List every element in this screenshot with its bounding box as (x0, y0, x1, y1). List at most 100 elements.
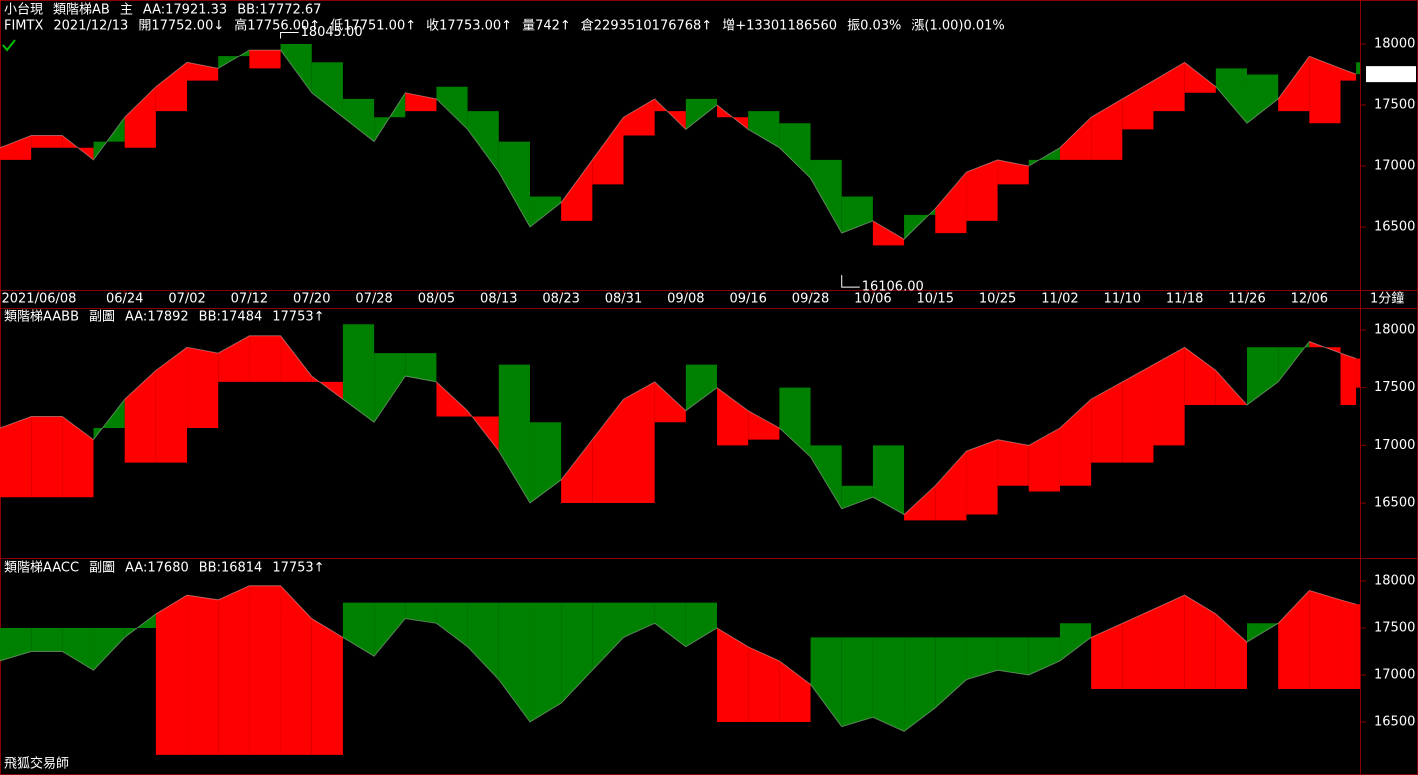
y-tick-label: 17500 (1374, 620, 1415, 635)
ladder-band (436, 381, 468, 417)
ladder-band (280, 43, 312, 93)
ladder-band (623, 381, 655, 504)
ladder-band (1028, 637, 1060, 675)
panel-label: BB:16814 (199, 561, 263, 576)
panel-label: 副圖 (89, 561, 115, 576)
ladder-band (1278, 56, 1310, 112)
ladder-band (592, 399, 624, 504)
ladder-band (904, 485, 936, 521)
panel-label: 副圖 (89, 310, 115, 325)
ladder-band (498, 602, 530, 722)
footer: 飛狐交易師 (4, 756, 69, 772)
ladder-band (1184, 595, 1216, 690)
quote-info: 量742↑ (522, 19, 571, 34)
ladder-band (31, 416, 63, 498)
ladder-band (1340, 599, 1357, 690)
ladder-band (498, 141, 530, 228)
quote-info: 漲(1.00)0.01% (911, 19, 1004, 34)
ladder-band (904, 208, 936, 240)
annotation: 18045.00 (301, 25, 363, 40)
ladder-band (1215, 613, 1247, 690)
ladder-band (311, 376, 343, 400)
ladder-band (187, 595, 219, 755)
x-tick-label: 09/28 (792, 292, 829, 307)
last-price-box (1366, 66, 1416, 83)
panel-label: BB:17772.67 (237, 3, 321, 18)
annotation-line (841, 275, 860, 288)
x-tick-label: 2021/06/08 (1, 292, 76, 307)
y-tick-label: 17000 (1374, 667, 1415, 682)
ladder-band (249, 585, 281, 755)
ladder-band (124, 370, 156, 463)
ladder-band (155, 62, 188, 112)
ladder-band (717, 387, 749, 446)
ladder-band (1278, 590, 1310, 690)
ladder-band (748, 410, 780, 440)
ladder-band (685, 602, 718, 647)
ladder-band (1184, 347, 1216, 405)
ladder-band (872, 637, 905, 732)
ladder-band (935, 637, 967, 708)
x-tick-label: 08/23 (542, 292, 579, 307)
y-tick-label: 18000 (1374, 322, 1415, 337)
ladder-band (623, 98, 655, 136)
x-tick-label: 07/02 (168, 292, 205, 307)
ladder-band (997, 439, 1029, 486)
ladder-band (1246, 74, 1279, 124)
ladder-band (872, 220, 905, 246)
ladder-band (1356, 604, 1360, 690)
ladder-band (841, 485, 873, 509)
ladder-band (779, 660, 811, 722)
ladder-band (935, 172, 967, 234)
ladder-band (31, 135, 63, 148)
panel-label: 17753↑ (272, 561, 324, 576)
x-tick-label: 12/06 (1291, 292, 1328, 307)
ladder-band (374, 353, 406, 423)
panel-label: 類階梯AB (53, 3, 110, 18)
ladder-band (1246, 623, 1279, 643)
ladder-band (467, 602, 499, 680)
x-tick-label: 10/15 (917, 292, 954, 307)
ladder-band (1309, 341, 1341, 354)
quote-info: 收17753.00↑ (426, 19, 512, 34)
ladder-band (405, 353, 437, 382)
ladder-band (561, 602, 593, 704)
ladder-band (654, 98, 686, 130)
panel-label: 小台現 (4, 3, 43, 18)
panel-label: 主 (120, 3, 133, 18)
ladder-band (1153, 62, 1185, 112)
panel-label: 類階梯AACC (4, 561, 79, 576)
x-tick-label: 10/25 (979, 292, 1016, 307)
ladder-band (405, 92, 437, 112)
ladder-band (62, 416, 94, 498)
ladder-band (1028, 147, 1060, 167)
x-tick-label: 07/28 (355, 292, 392, 307)
y-tick-label: 16500 (1374, 220, 1415, 235)
ladder-band (966, 439, 998, 515)
ladder-band (342, 324, 375, 423)
check-icon (2, 39, 16, 52)
ladder-band (561, 159, 593, 221)
ladder-band (1215, 370, 1247, 405)
ladder-band (623, 602, 655, 638)
ladder-band (1278, 341, 1310, 382)
quote-info: FIMTX (4, 19, 43, 34)
ladder-band (904, 637, 936, 732)
ladder-band (1028, 428, 1060, 492)
x-tick-label: 08/05 (418, 292, 455, 307)
ladder-band (93, 399, 125, 440)
ladder-band (592, 602, 624, 671)
ladder-band (935, 451, 967, 521)
ladder-band (717, 104, 749, 130)
ladder-band (436, 602, 468, 647)
ladder-band (841, 637, 873, 727)
annotation: 16106.00 (862, 280, 924, 295)
ladder-band (748, 646, 780, 722)
x-tick-label: 11/10 (1104, 292, 1141, 307)
ladder-band (1059, 623, 1092, 661)
ladder-band (685, 364, 718, 411)
quote-info: 低17751.00↑ (330, 19, 416, 34)
ladder-band (654, 381, 686, 423)
ladder-band (997, 159, 1029, 185)
